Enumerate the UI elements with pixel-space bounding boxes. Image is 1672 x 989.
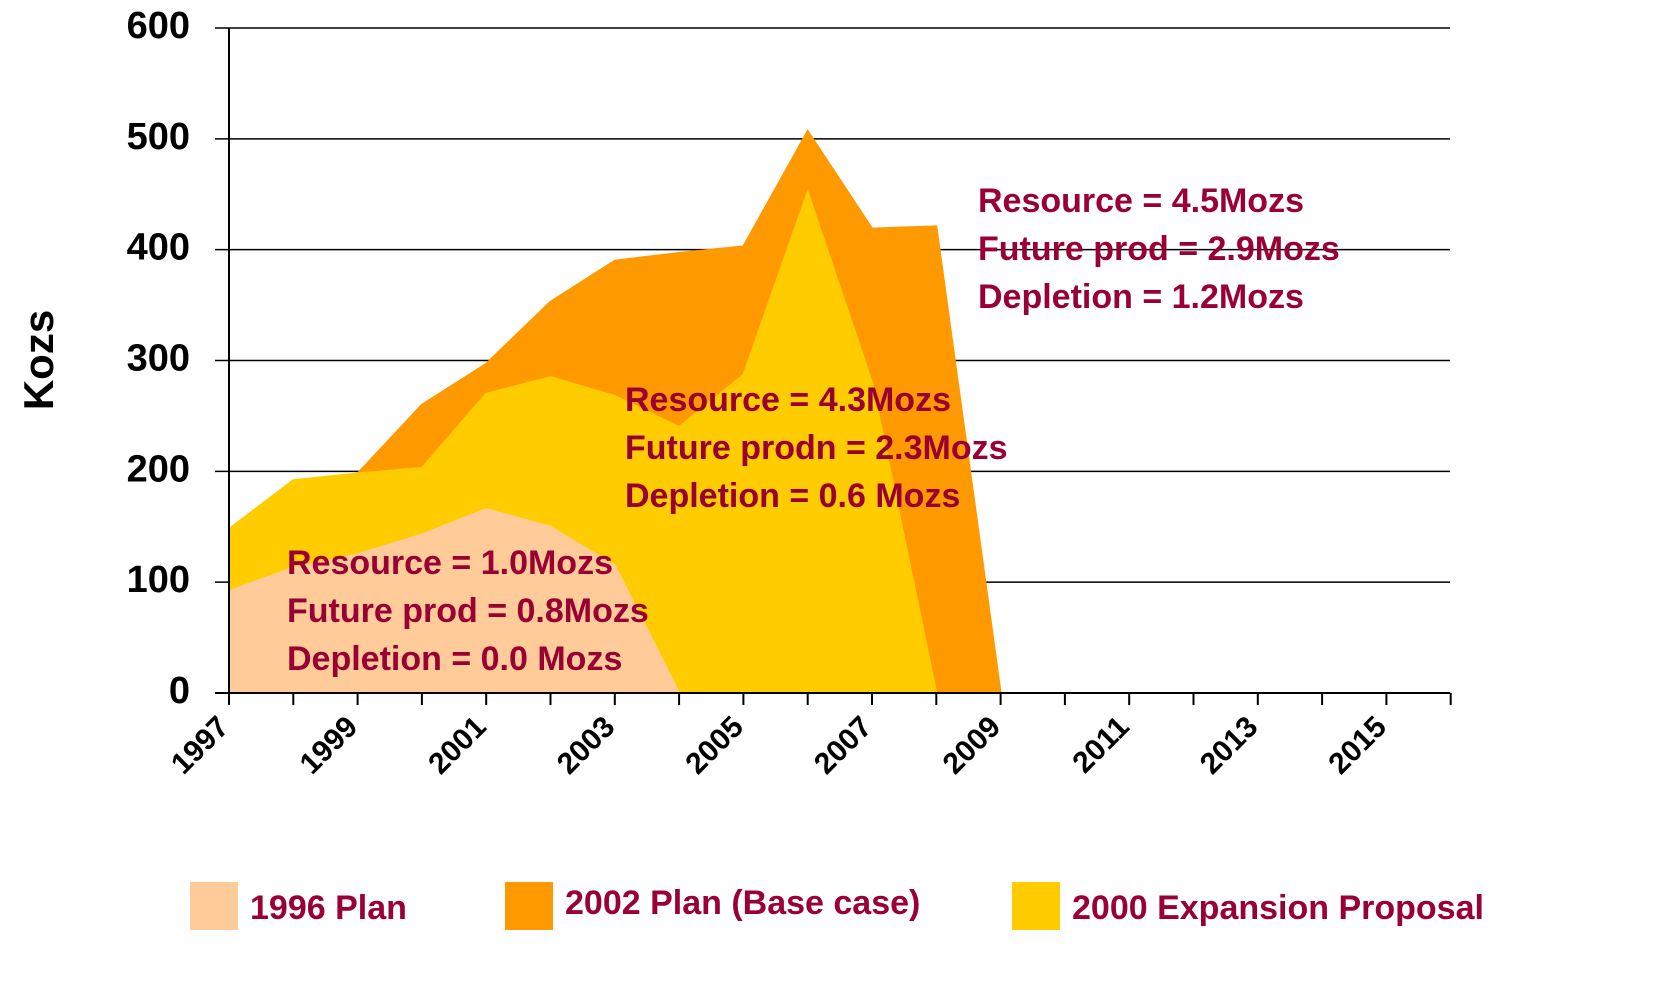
y-axis-label: Kozs (15, 310, 62, 410)
legend-label: 1996 Plan (250, 889, 407, 927)
annotation: Depletion = 1.2Mozs (978, 278, 1304, 316)
x-tick-label: 1999 (294, 710, 365, 781)
annotation: Depletion = 0.0 Mozs (287, 640, 622, 678)
legend-swatch (190, 882, 238, 930)
x-tick-label: 2007 (808, 710, 879, 781)
y-tick-label: 100 (127, 559, 190, 601)
x-tick-label: 2003 (551, 710, 622, 781)
x-tick-label: 1997 (165, 710, 236, 781)
x-tick-label: 2001 (422, 710, 493, 781)
annotation: Future prodn = 2.3Mozs (625, 429, 1008, 467)
legend-label: 2002 Plan (Base case) (565, 884, 920, 922)
annotation: Resource = 1.0Mozs (287, 544, 613, 582)
y-tick-label: 500 (127, 116, 190, 158)
x-tick-label: 2015 (1322, 710, 1393, 781)
legend-label: 2000 Expansion Proposal (1072, 889, 1484, 927)
y-tick-label: 600 (127, 5, 190, 47)
annotation: Resource = 4.5Mozs (978, 182, 1304, 220)
y-tick-label: 400 (127, 227, 190, 269)
annotation: Future prod = 0.8Mozs (287, 592, 649, 630)
y-tick-label: 300 (127, 338, 190, 380)
annotation: Depletion = 0.6 Mozs (625, 477, 960, 515)
x-tick-label: 2011 (1066, 710, 1135, 779)
y-tick-label: 200 (127, 448, 190, 490)
x-tick-label: 2005 (679, 710, 750, 781)
annotation: Future prod = 2.9Mozs (978, 230, 1340, 268)
legend-swatch (1012, 882, 1060, 930)
y-tick-label: 0 (169, 670, 190, 712)
x-tick-label: 2013 (1194, 710, 1265, 781)
legend-swatch (505, 882, 553, 930)
annotation: Resource = 4.3Mozs (625, 381, 951, 419)
x-tick-label: 2009 (937, 710, 1008, 781)
area (228, 507, 681, 694)
